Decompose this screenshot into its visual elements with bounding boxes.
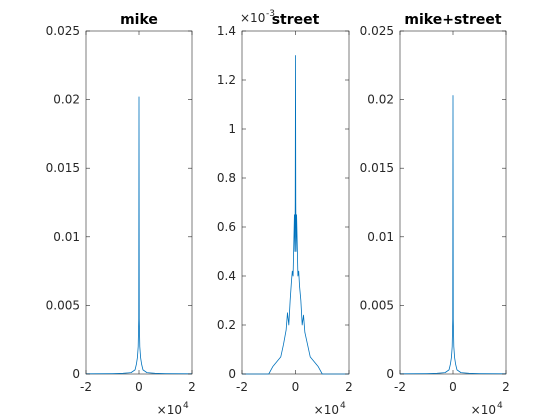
x-tick-label: 0 bbox=[292, 380, 300, 394]
x-tick-label: 0 bbox=[449, 380, 457, 394]
y-tick-label: 0.2 bbox=[217, 318, 236, 332]
y-tick-label: 0.02 bbox=[367, 93, 394, 107]
x-tick-label: -2 bbox=[236, 380, 248, 394]
y-tick-label: 0.025 bbox=[360, 24, 394, 38]
x-tick-label: 2 bbox=[502, 380, 510, 394]
x-tick-label: 2 bbox=[188, 380, 196, 394]
y-tick-label: 0.01 bbox=[367, 230, 394, 244]
chart-title: street bbox=[272, 12, 320, 28]
chart-title: mike bbox=[120, 12, 158, 28]
x-tick-label: -2 bbox=[394, 380, 406, 394]
x-exponent-label: ×10 bbox=[157, 403, 182, 417]
y-tick-label: 0.015 bbox=[46, 161, 80, 175]
data-series-line bbox=[399, 95, 507, 375]
y-tick-label: 0.005 bbox=[46, 298, 80, 312]
x-exponent-power: 4 bbox=[497, 401, 503, 411]
y-tick-label: 0.8 bbox=[217, 171, 236, 185]
x-exponent-label: ×10 bbox=[471, 403, 496, 417]
x-exponent-power: 4 bbox=[340, 401, 346, 411]
y-tick-label: 0.005 bbox=[360, 298, 394, 312]
y-tick-label: 0.025 bbox=[46, 24, 80, 38]
data-series-line bbox=[242, 55, 349, 375]
x-tick-label: 2 bbox=[345, 380, 353, 394]
y-tick-label: 0.02 bbox=[53, 93, 80, 107]
x-exponent-label: ×10 bbox=[314, 403, 339, 417]
y-exponent-label: ×10 bbox=[240, 11, 265, 25]
x-tick-label: -2 bbox=[80, 380, 92, 394]
y-tick-label: 0.015 bbox=[360, 161, 394, 175]
y-tick-label: 1.4 bbox=[217, 24, 236, 38]
y-tick-label: 0.01 bbox=[53, 230, 80, 244]
chart-title: mike+street bbox=[404, 12, 501, 28]
y-exponent-power: -3 bbox=[266, 9, 275, 19]
y-tick-label: 1 bbox=[228, 122, 236, 136]
x-tick-label: 0 bbox=[135, 380, 143, 394]
y-tick-label: 0 bbox=[228, 367, 236, 381]
y-tick-label: 0 bbox=[386, 367, 394, 381]
y-tick-label: 0 bbox=[72, 367, 80, 381]
y-tick-label: 0.6 bbox=[217, 220, 236, 234]
y-tick-label: 0.4 bbox=[217, 269, 236, 283]
data-series-line bbox=[85, 96, 193, 375]
y-tick-label: 1.2 bbox=[217, 73, 236, 87]
x-exponent-power: 4 bbox=[183, 401, 189, 411]
